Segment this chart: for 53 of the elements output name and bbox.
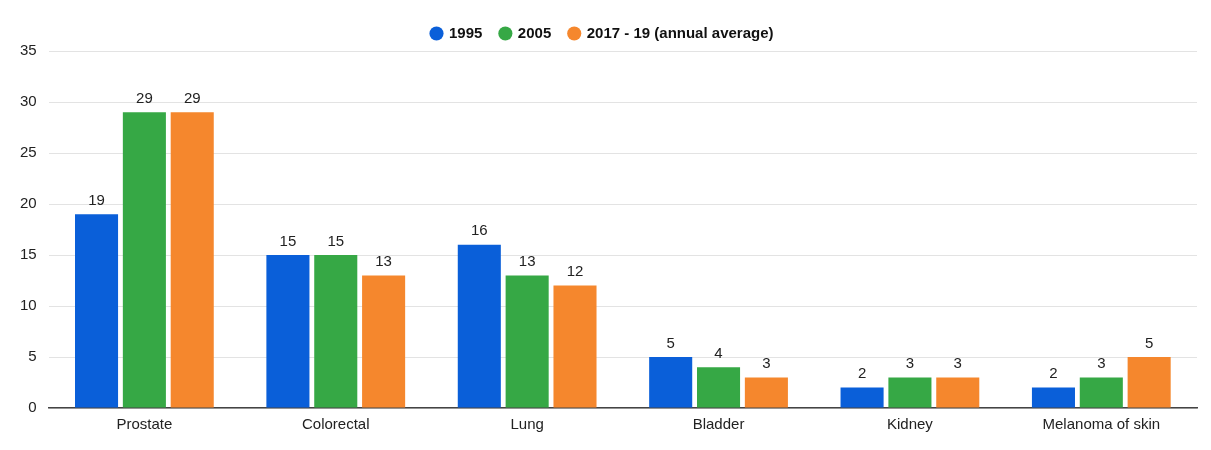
y-tick-label: 15 (20, 245, 37, 263)
data-label: 5 (1144, 333, 1154, 351)
bar (314, 255, 358, 408)
x-tick-label: Lung (510, 415, 544, 433)
y-tick-label: 20 (20, 194, 37, 212)
bar (362, 275, 406, 408)
x-tick-label: Melanoma of skin (1042, 415, 1161, 433)
legend-label: 1995 (449, 23, 483, 41)
bar (840, 387, 884, 408)
y-tick-label: 5 (28, 347, 37, 365)
bar (936, 377, 980, 408)
y-tick-label: 0 (28, 398, 37, 416)
y-tick-label: 30 (20, 92, 37, 110)
x-tick-label: Colorectal (302, 415, 370, 433)
data-label: 2 (857, 364, 867, 382)
bar (1127, 357, 1171, 408)
data-label: 3 (1097, 354, 1106, 372)
data-label: 3 (762, 354, 771, 372)
data-label: 15 (327, 231, 345, 249)
x-tick-label: Bladder (692, 415, 745, 433)
data-label: 4 (714, 343, 723, 361)
data-label: 13 (375, 252, 392, 270)
data-label: 29 (136, 88, 153, 106)
data-label: 19 (88, 190, 105, 208)
bar (1079, 377, 1123, 408)
data-label: 5 (666, 333, 675, 351)
bar (266, 255, 310, 408)
bar (649, 357, 693, 408)
data-label: 12 (566, 262, 584, 280)
bar (122, 112, 166, 408)
bar (75, 214, 119, 408)
y-tick-label: 35 (20, 41, 37, 59)
bar (553, 285, 597, 408)
y-tick-label: 25 (20, 143, 37, 161)
bar (170, 112, 214, 408)
y-tick-label: 10 (20, 296, 37, 314)
x-tick-label: Kidney (886, 415, 934, 433)
legend-label: 2017 - 19 (annual average) (586, 23, 774, 41)
bar (744, 377, 788, 408)
legend-label: 2005 (517, 23, 552, 41)
data-label: 13 (518, 252, 536, 270)
x-tick-label: Prostate (116, 415, 173, 433)
data-label: 16 (470, 221, 488, 239)
bar (697, 367, 741, 408)
bar (888, 377, 932, 408)
bar (505, 275, 549, 408)
data-label: 2 (1049, 364, 1058, 382)
data-label: 3 (905, 354, 915, 372)
bar (457, 244, 501, 408)
data-label: 29 (183, 88, 201, 106)
data-label: 15 (279, 231, 297, 249)
data-label: 3 (953, 354, 962, 372)
bar (1031, 387, 1075, 408)
